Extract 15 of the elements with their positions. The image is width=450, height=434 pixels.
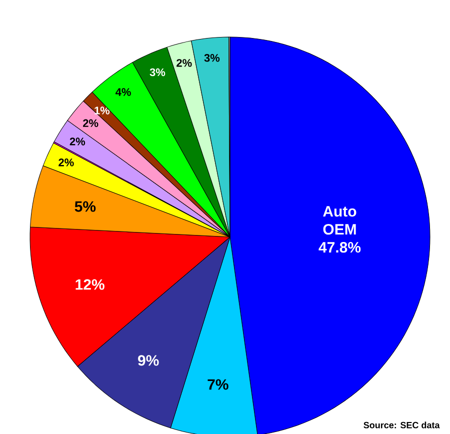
- data-label: 5%: [74, 201, 96, 212]
- data-label: 3%: [150, 68, 166, 76]
- source-note: Source: SEC data: [364, 422, 440, 428]
- data-label: 9%: [138, 355, 159, 366]
- slice-label: Auto OEM: [323, 206, 356, 235]
- data-label: 2%: [83, 119, 98, 128]
- data-label: 2%: [58, 158, 74, 166]
- data-label: 2%: [70, 138, 86, 146]
- data-label: 2%: [176, 59, 192, 67]
- data-label: 3%: [204, 54, 220, 62]
- data-label: 7%: [208, 379, 228, 390]
- data-label: 12%: [76, 279, 104, 290]
- data-label: 4%: [116, 88, 131, 96]
- data-label: 1%: [94, 106, 110, 114]
- data-label: 47.8%: [318, 242, 361, 253]
